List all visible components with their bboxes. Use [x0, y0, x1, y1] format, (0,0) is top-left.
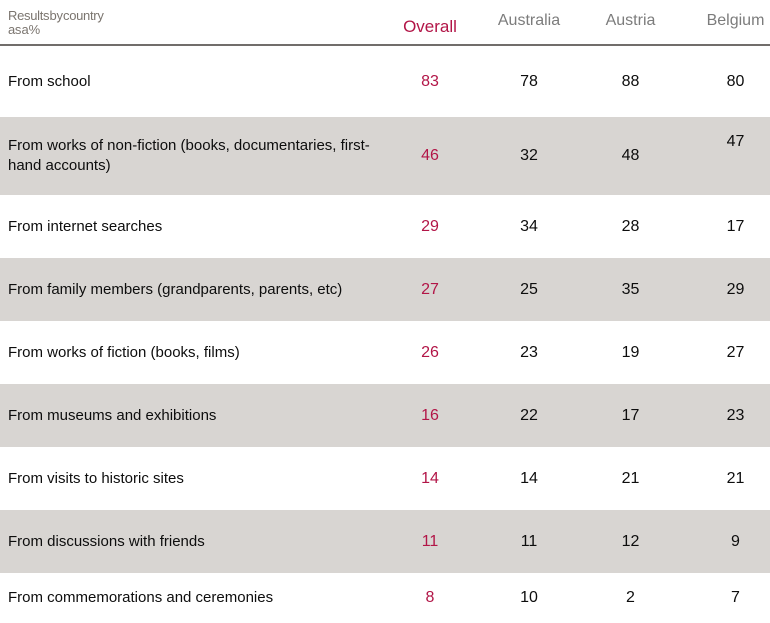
value-overall: 83 — [421, 72, 439, 90]
table-title: Results by country as a % — [0, 0, 382, 37]
value-belgium: 7 — [731, 589, 740, 606]
column-header-overall-label: Overall — [403, 17, 457, 32]
column-header-austria: Austria — [605, 12, 656, 29]
table-row: From visits to historic sites 14 14 21 2… — [0, 447, 770, 510]
value-overall: 8 — [425, 589, 435, 606]
value-austria: 88 — [621, 72, 640, 90]
value-australia: 22 — [520, 406, 538, 424]
row-label: From visits to historic sites — [8, 469, 184, 487]
column-header-belgium: Belgium — [706, 12, 765, 29]
value-belgium: 47 — [726, 133, 745, 150]
value-australia: 78 — [520, 72, 538, 90]
table-row: From family members (grandparents, paren… — [0, 258, 770, 321]
table-row: From works of fiction (books, films) 26 … — [0, 321, 770, 384]
row-label: From internet searches — [8, 217, 163, 235]
value-austria: 2 — [626, 589, 635, 606]
value-australia: 11 — [520, 532, 538, 550]
row-label: From school — [8, 72, 91, 90]
value-overall: 29 — [421, 217, 439, 235]
value-belgium: 80 — [726, 72, 745, 90]
value-austria: 21 — [621, 469, 640, 487]
row-label: From works of non-fiction (books, docume… — [8, 137, 370, 174]
table-title-line1: Results by country — [8, 8, 104, 23]
column-header-overall: Overall — [382, 0, 478, 32]
value-austria: 48 — [621, 147, 640, 164]
value-austria: 35 — [621, 280, 640, 298]
row-label: From museums and exhibitions — [8, 406, 217, 424]
value-overall: 11 — [421, 532, 439, 550]
table-row: From commemorations and ceremonies 8 10 … — [0, 573, 770, 623]
value-belgium: 21 — [726, 469, 745, 487]
table-row: From museums and exhibitions 16 22 17 23 — [0, 384, 770, 447]
row-label: From commemorations and ceremonies — [8, 589, 274, 606]
table-row: From school 83 78 88 80 — [0, 46, 770, 117]
value-austria: 12 — [621, 532, 640, 550]
table-title-line2: as a % — [8, 22, 40, 37]
value-australia: 25 — [520, 280, 538, 298]
value-australia: 14 — [520, 469, 538, 487]
table-body: From school 83 78 88 80 From works of no… — [0, 46, 770, 623]
row-label: From works of fiction (books, films) — [8, 343, 240, 361]
value-australia: 10 — [520, 589, 538, 606]
table-row: From internet searches 29 34 28 17 — [0, 195, 770, 258]
column-header-australia: Australia — [497, 12, 561, 29]
value-australia: 34 — [520, 217, 538, 235]
value-belgium: 29 — [726, 280, 745, 298]
value-overall: 27 — [421, 280, 439, 298]
value-belgium: 23 — [726, 406, 745, 424]
value-belgium: 17 — [726, 217, 745, 235]
value-overall: 46 — [421, 147, 439, 164]
value-belgium: 9 — [731, 532, 740, 550]
value-australia: 23 — [520, 343, 538, 361]
table-header-row: Results by country as a % Overall Austra… — [0, 0, 770, 46]
row-label: From family members (grandparents, paren… — [8, 280, 343, 298]
value-overall: 14 — [421, 469, 439, 487]
table-row: From discussions with friends 11 11 12 9 — [0, 510, 770, 573]
value-austria: 28 — [621, 217, 640, 235]
table-row: From works of non-fiction (books, docume… — [0, 117, 770, 195]
value-austria: 19 — [621, 343, 640, 361]
value-austria: 17 — [621, 406, 640, 424]
value-overall: 16 — [421, 406, 439, 424]
value-belgium: 27 — [726, 343, 745, 361]
value-australia: 32 — [520, 147, 538, 164]
row-label: From discussions with friends — [8, 532, 205, 550]
value-overall: 26 — [421, 343, 439, 361]
